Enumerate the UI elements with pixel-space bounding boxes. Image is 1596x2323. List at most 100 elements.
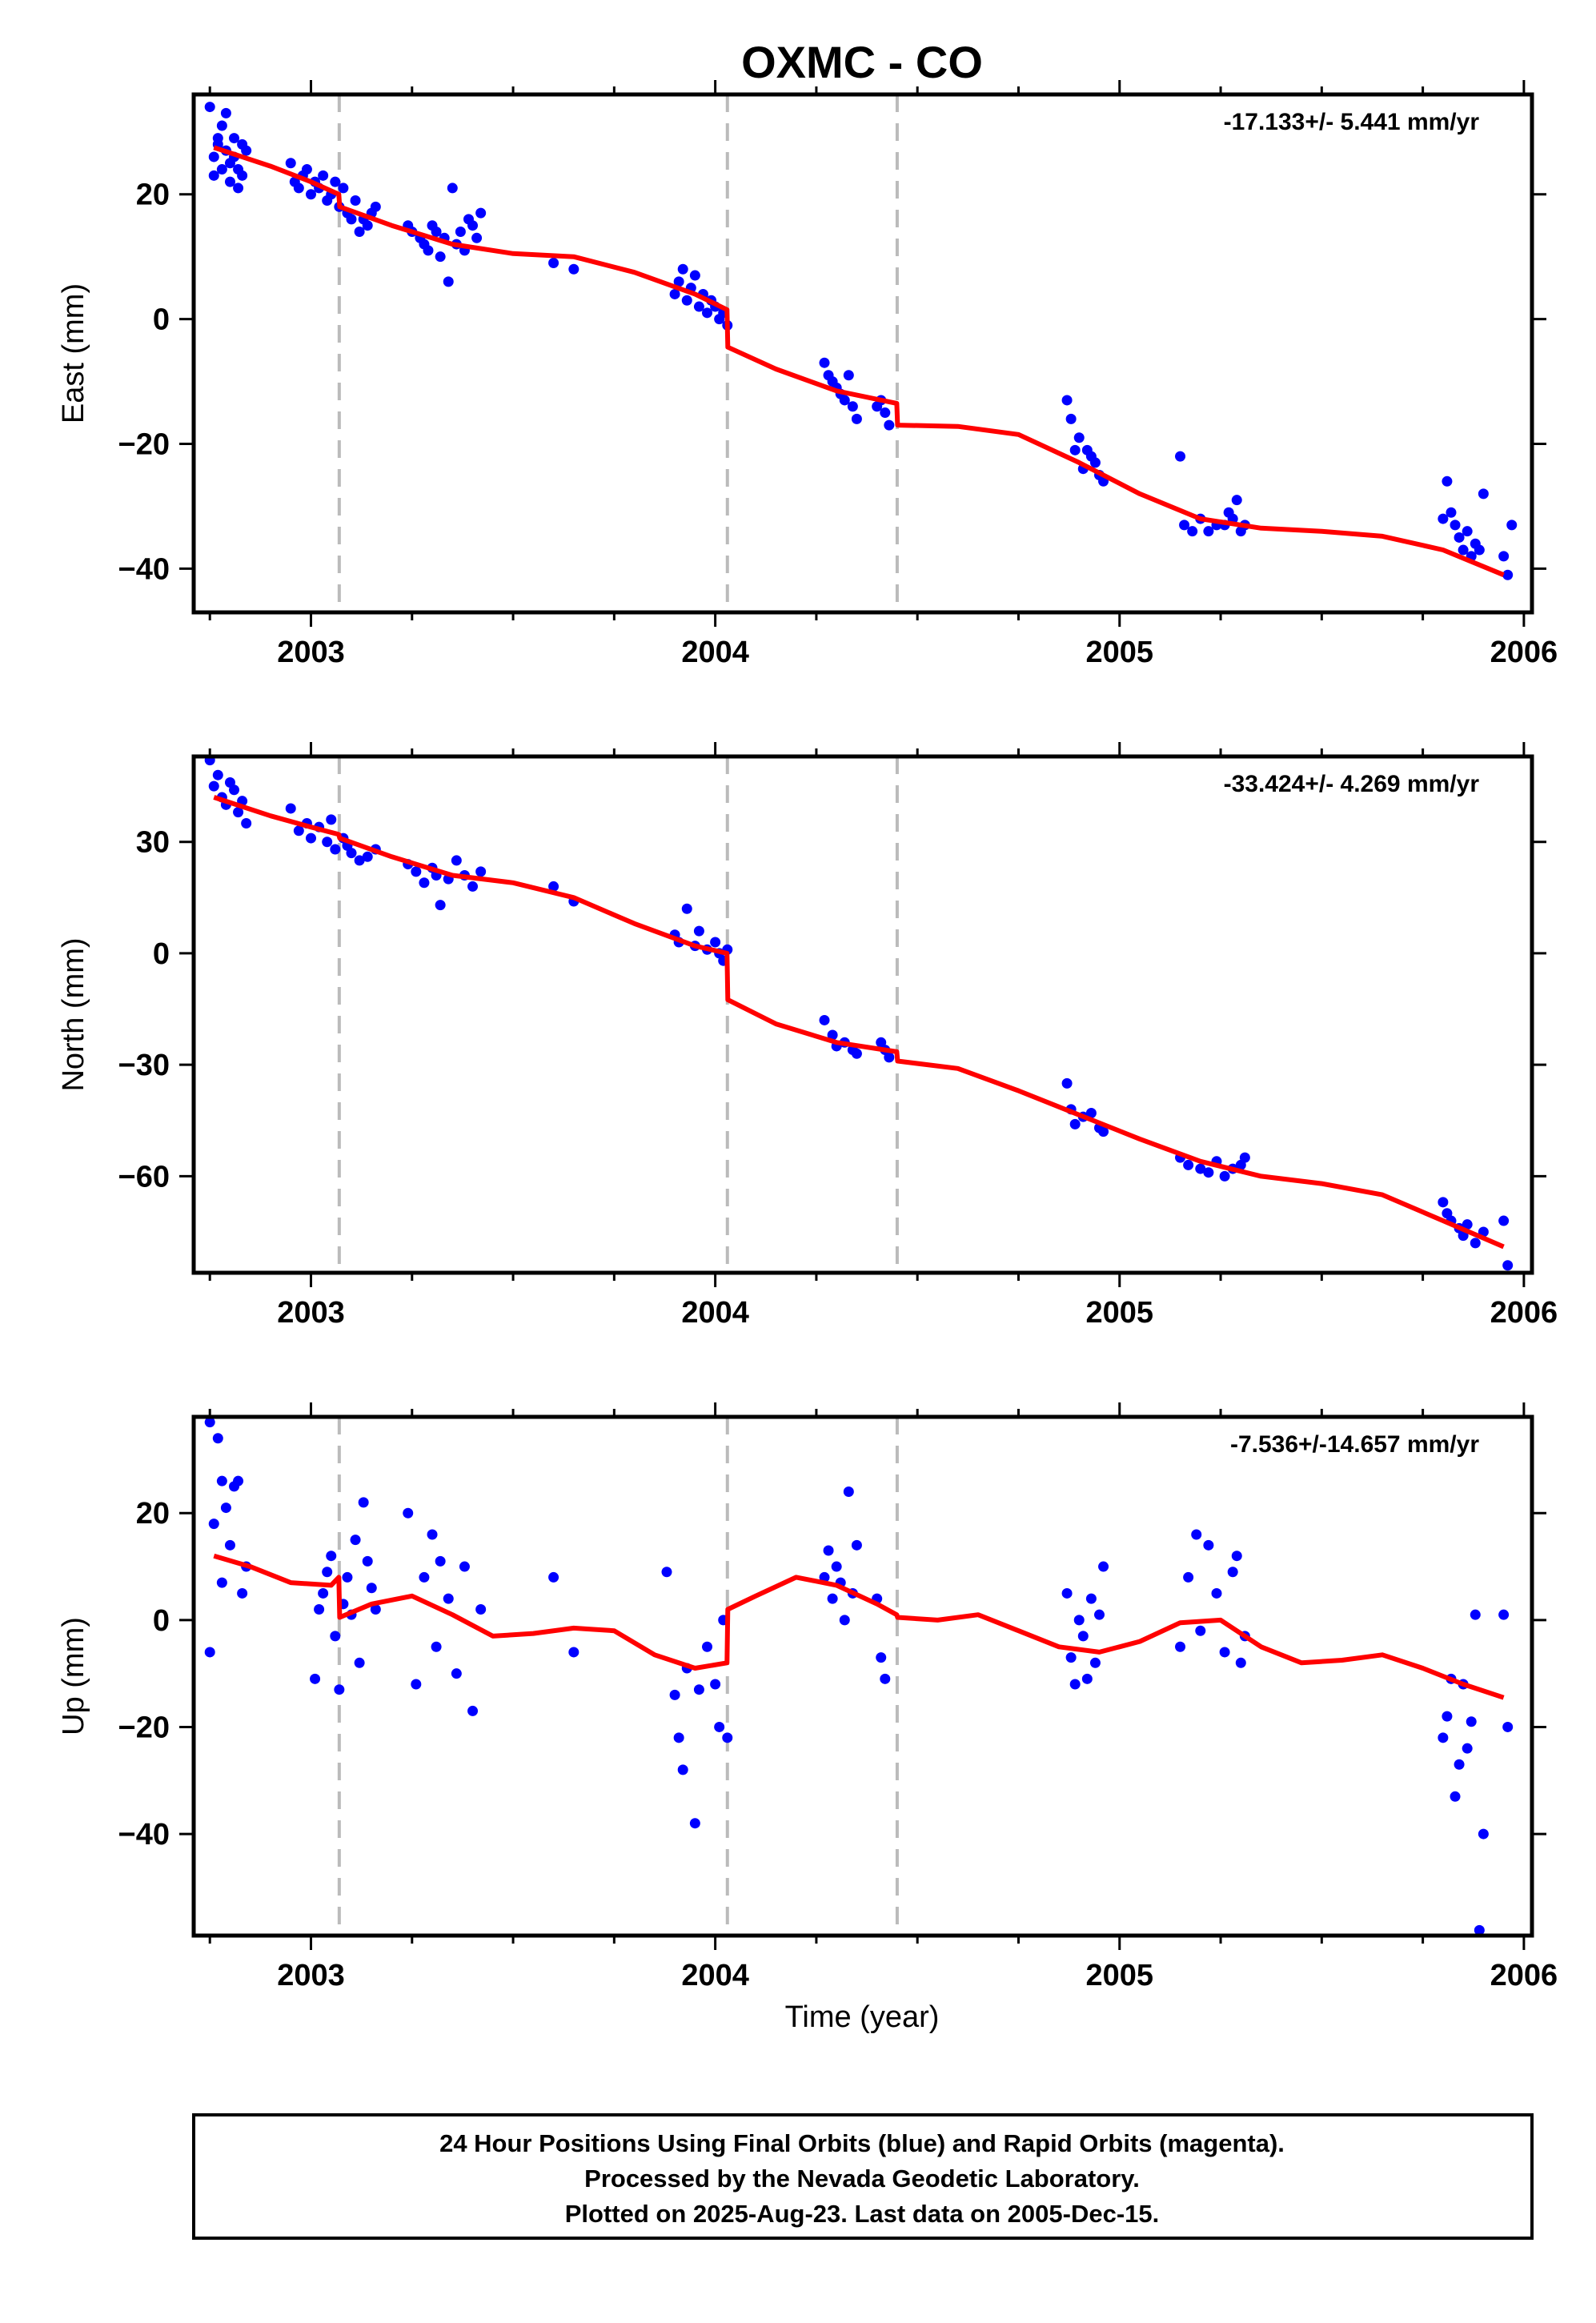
data-point	[843, 1486, 854, 1498]
footer-box: 24 Hour Positions Using Final Orbits (bl…	[192, 2113, 1534, 2240]
y-tick-label: 20	[136, 1497, 170, 1531]
data-point	[322, 1567, 333, 1578]
data-point	[237, 170, 248, 181]
data-point	[1478, 488, 1489, 500]
data-point	[693, 301, 704, 312]
y-tick-label: 0	[153, 937, 170, 971]
rate-label: -7.536+/-14.657 mm/yr	[1230, 1431, 1479, 1458]
data-point	[1195, 1625, 1206, 1636]
data-point	[208, 170, 219, 181]
data-point	[1081, 1673, 1093, 1684]
data-point	[224, 1539, 235, 1551]
data-point	[358, 1497, 369, 1508]
footer-line-1: 24 Hour Positions Using Final Orbits (bl…	[439, 2129, 1285, 2157]
data-point	[884, 419, 895, 431]
y-tick-label: −60	[118, 1160, 170, 1194]
rate-label: -33.424+/- 4.269 mm/yr	[1224, 771, 1480, 797]
data-point	[1061, 1587, 1073, 1599]
data-point	[1458, 544, 1469, 556]
data-point	[318, 170, 329, 181]
data-point	[354, 1657, 365, 1668]
y-axis-label: Up (mm)	[57, 1617, 90, 1735]
data-point	[362, 851, 373, 862]
data-point	[693, 1684, 704, 1695]
data-point	[212, 769, 223, 780]
data-point	[467, 881, 479, 892]
data-point	[1219, 1647, 1230, 1658]
data-point	[1502, 1260, 1514, 1271]
data-point	[681, 295, 692, 306]
panel-north: 2003 2004 2005 2006 −60 −30 0 30 North (mm) -33.4…	[57, 742, 1558, 1330]
data-point	[1191, 1529, 1202, 1540]
x-tick-label: 2006	[1490, 1959, 1558, 1992]
data-point	[1442, 1711, 1453, 1722]
data-point	[229, 784, 240, 796]
data-point	[839, 1615, 850, 1626]
data-point	[1195, 1163, 1206, 1174]
data-point	[233, 807, 244, 818]
y-axis-label: East (mm)	[57, 283, 90, 423]
y-tick-label: −40	[118, 552, 170, 586]
data-point	[1498, 1215, 1510, 1226]
data-point	[208, 780, 219, 792]
data-point	[1069, 1679, 1081, 1690]
fit-line	[213, 795, 1505, 1250]
y-tick-label: −30	[118, 1049, 170, 1082]
data-point	[204, 1417, 215, 1428]
data-point	[330, 844, 341, 855]
x-tick-label: 2006	[1490, 1296, 1558, 1330]
data-point	[1179, 520, 1190, 531]
data-point	[851, 1048, 862, 1059]
data-point	[326, 814, 337, 825]
data-point	[237, 1587, 248, 1599]
data-point	[204, 102, 215, 113]
data-point	[1061, 1077, 1073, 1089]
data-point	[305, 189, 316, 200]
data-point	[229, 133, 240, 144]
data-point	[880, 407, 891, 419]
data-point	[431, 226, 442, 237]
data-point	[411, 1679, 422, 1690]
data-point	[669, 1689, 680, 1700]
data-point	[884, 1052, 895, 1063]
data-point	[693, 925, 704, 937]
data-point	[326, 1551, 337, 1562]
data-point	[1069, 444, 1081, 455]
data-point	[568, 1647, 579, 1658]
data-point	[827, 1029, 838, 1041]
data-point	[819, 1571, 830, 1583]
data-point	[241, 818, 252, 829]
data-point	[241, 145, 252, 156]
data-point	[568, 263, 579, 275]
y-tick-label: −20	[118, 428, 170, 462]
plot-frame	[191, 92, 1534, 615]
data-point	[362, 220, 373, 231]
data-point	[1462, 1219, 1473, 1230]
data-point	[1175, 1641, 1186, 1652]
data-point	[451, 855, 462, 866]
data-point	[1478, 1828, 1489, 1840]
data-point	[314, 1603, 325, 1615]
data-point	[427, 1529, 438, 1540]
data-point	[435, 251, 446, 263]
data-point	[419, 1571, 430, 1583]
data-point	[419, 877, 430, 889]
data-point	[702, 307, 713, 319]
data-point	[342, 1571, 353, 1583]
footer-line-3: Plotted on 2025-Aug-23. Last data on 200…	[565, 2200, 1160, 2228]
data-point	[661, 1567, 672, 1578]
data-point	[370, 201, 381, 212]
data-point	[1470, 1238, 1481, 1249]
data-point	[305, 833, 316, 844]
y-tick-label: 20	[136, 179, 170, 212]
data-point	[1175, 451, 1186, 462]
data-point	[1077, 1631, 1089, 1642]
panel-up: 2003 2004 2005 2006 −40 −20 0 20 Up (mm) -7.536+/…	[57, 1402, 1558, 1992]
x-tick-label: 2006	[1490, 636, 1558, 669]
data-point	[1219, 1170, 1230, 1182]
data-point	[403, 1507, 414, 1519]
x-tick-label: 2003	[277, 1296, 345, 1330]
data-point	[1073, 432, 1085, 443]
data-point	[475, 866, 487, 877]
